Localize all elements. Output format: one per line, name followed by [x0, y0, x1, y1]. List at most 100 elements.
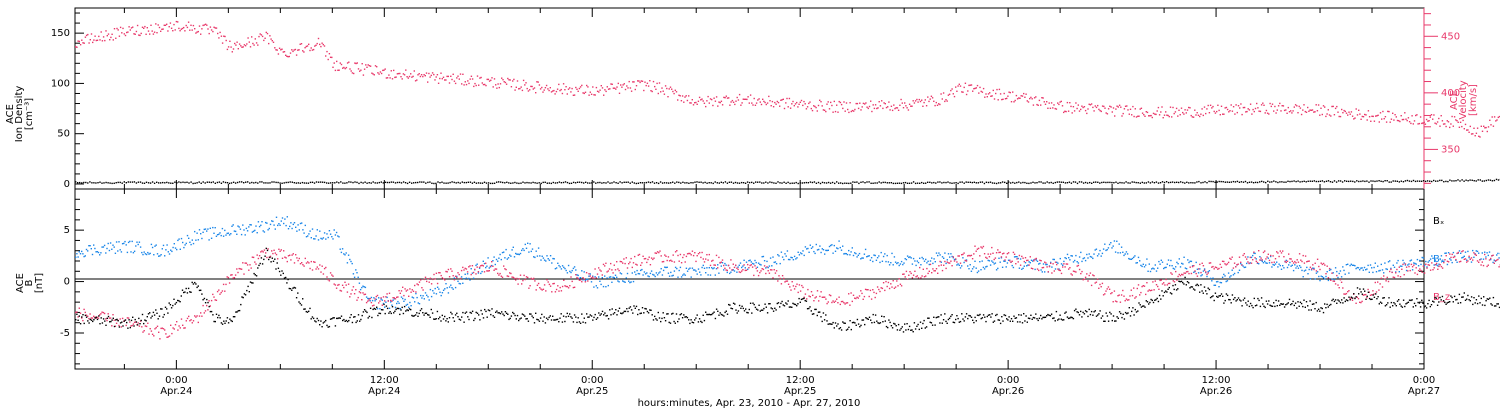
by-point — [1338, 272, 1340, 275]
velocity-point — [1101, 105, 1104, 107]
density-point — [583, 182, 585, 184]
top-right-tick-label: 400 — [1441, 88, 1460, 99]
density-point — [862, 181, 864, 183]
velocity-point — [673, 92, 675, 95]
velocity-point — [1307, 106, 1309, 109]
bz-point — [494, 268, 496, 270]
by-point — [293, 222, 296, 224]
by-point — [1307, 273, 1309, 275]
velocity-point — [1157, 106, 1160, 109]
velocity-point — [269, 35, 271, 37]
velocity-point — [185, 24, 187, 27]
velocity-point — [1353, 118, 1355, 120]
velocity-point — [783, 107, 786, 110]
density-point — [921, 181, 923, 184]
velocity-point — [1019, 97, 1021, 99]
density-point — [1271, 181, 1273, 183]
by-point — [909, 256, 911, 258]
by-point — [1052, 258, 1054, 261]
velocity-point — [968, 84, 970, 87]
bz-point — [433, 273, 435, 276]
by-point — [945, 262, 947, 265]
bz-point — [542, 288, 545, 290]
velocity-point — [312, 48, 315, 51]
bz-point — [325, 266, 327, 269]
bz-point — [636, 264, 638, 266]
velocity-point — [556, 88, 559, 90]
bz-point — [403, 294, 405, 297]
density-point — [465, 181, 467, 184]
bz-point — [498, 274, 500, 276]
velocity-point — [766, 102, 769, 104]
by-point — [787, 258, 790, 261]
velocity-point — [544, 87, 547, 89]
velocity-point — [621, 86, 623, 88]
density-point — [238, 181, 241, 183]
density-point — [115, 182, 117, 184]
by-point — [1438, 263, 1440, 265]
density-point — [289, 181, 291, 183]
by-point — [1428, 260, 1431, 262]
density-point — [688, 182, 690, 184]
by-point — [402, 297, 404, 300]
velocity-point — [607, 88, 610, 90]
by-point — [361, 286, 363, 289]
velocity-point — [418, 73, 420, 75]
by-point — [834, 250, 837, 252]
bz-point — [103, 312, 106, 315]
by-point — [522, 248, 524, 250]
density-point — [657, 182, 660, 185]
by-point — [840, 249, 843, 251]
velocity-point — [1241, 113, 1243, 116]
velocity-point — [113, 28, 116, 30]
by-point — [99, 254, 101, 256]
by-point — [1229, 276, 1231, 278]
by-point — [1290, 265, 1292, 267]
top-left-tick-label: 100 — [51, 78, 70, 89]
by-point — [1478, 252, 1480, 254]
by-point — [1331, 278, 1333, 280]
by-point — [1381, 269, 1384, 271]
velocity-point — [834, 110, 837, 113]
by-point — [430, 295, 433, 298]
bz-point — [119, 318, 121, 320]
bz-point — [421, 287, 423, 289]
density-point — [1269, 181, 1271, 183]
bz-point — [271, 250, 273, 252]
x-tick-label-time: 0:00 — [997, 375, 1019, 386]
bz-point — [1107, 286, 1110, 288]
velocity-point — [450, 75, 452, 77]
density-point — [1256, 181, 1259, 184]
density-point — [87, 182, 89, 184]
density-point — [651, 181, 654, 183]
by-point — [772, 256, 774, 258]
bz-point — [274, 252, 276, 254]
by-point — [726, 271, 728, 274]
x-tick-label-date: Apr.24 — [368, 386, 400, 397]
velocity-point — [367, 64, 369, 66]
velocity-point — [1116, 105, 1118, 107]
density-point — [753, 182, 755, 184]
density-point — [1283, 181, 1285, 183]
velocity-point — [1061, 105, 1064, 107]
by-point — [222, 235, 225, 237]
density-point — [1422, 180, 1425, 182]
bottom-ylabel-line1: ACE — [15, 273, 26, 293]
velocity-point — [202, 24, 204, 27]
by-point — [226, 232, 228, 235]
velocity-point — [1331, 105, 1333, 108]
x-tick-label-time: 0:00 — [165, 375, 187, 386]
velocity-point — [143, 27, 145, 29]
density-point — [736, 182, 739, 184]
by-point — [394, 306, 397, 309]
density-point — [1139, 182, 1141, 184]
by-point — [1292, 269, 1295, 272]
velocity-point — [630, 90, 633, 92]
bz-point — [84, 311, 86, 314]
bz-point — [838, 296, 840, 298]
velocity-point — [1424, 123, 1427, 125]
velocity-point — [1148, 115, 1150, 117]
by-point — [162, 244, 165, 247]
bz-point — [391, 300, 393, 302]
bz-point — [404, 288, 406, 290]
